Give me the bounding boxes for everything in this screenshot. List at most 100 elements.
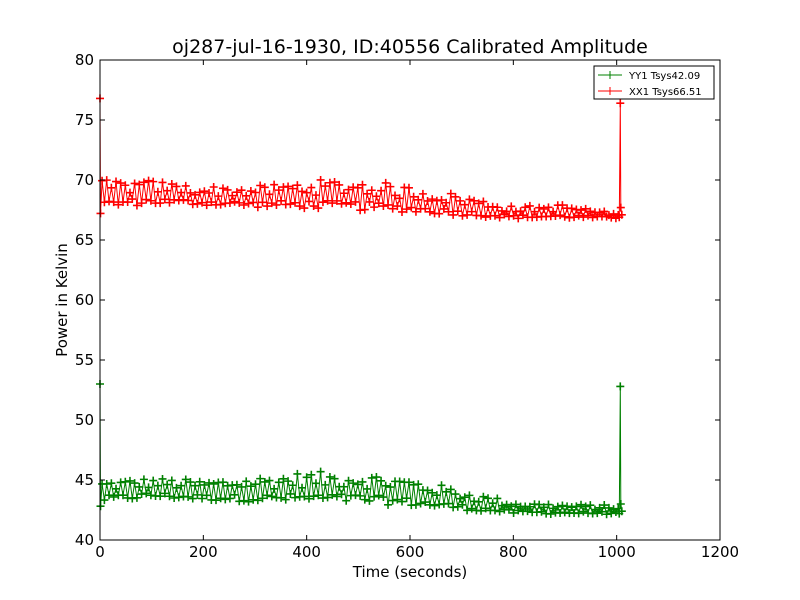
data-point-marker: [337, 490, 346, 499]
data-point-marker: [353, 183, 362, 192]
data-point-marker: [363, 189, 372, 198]
data-point-marker: [388, 204, 397, 213]
data-point-marker: [458, 500, 467, 509]
data-point-marker: [123, 198, 132, 207]
data-point-marker: [588, 213, 597, 222]
data-point-marker: [300, 204, 309, 213]
data-point-marker: [321, 182, 330, 191]
data-point-marker: [246, 482, 255, 491]
y-tick-label: 50: [75, 411, 94, 429]
data-point-marker: [397, 207, 406, 216]
data-point-marker: [367, 473, 376, 482]
data-point-marker: [428, 488, 437, 497]
data-point-marker: [495, 213, 504, 222]
data-point-marker: [337, 199, 346, 208]
data-point-marker: [265, 476, 274, 485]
data-point-marker: [367, 186, 376, 195]
data-point-marker: [209, 182, 218, 191]
data-point-marker: [453, 502, 462, 511]
data-point-marker: [365, 496, 374, 505]
data-point-marker: [397, 497, 406, 506]
data-point-marker: [525, 502, 534, 511]
data-point-marker: [251, 188, 260, 197]
data-point-marker: [121, 181, 130, 190]
data-point-marker: [184, 492, 193, 501]
data-point-marker: [214, 192, 223, 201]
data-point-marker: [263, 491, 272, 500]
data-point-marker: [130, 179, 139, 188]
data-point-marker: [502, 500, 511, 509]
data-point-marker: [284, 477, 293, 486]
data-point-marker: [567, 204, 576, 213]
data-point-marker: [581, 502, 590, 511]
data-point-marker: [374, 491, 383, 500]
data-point-marker: [537, 507, 546, 516]
data-point-marker: [437, 481, 446, 490]
data-point-marker: [490, 211, 499, 220]
data-point-marker: [100, 496, 109, 505]
data-point-marker: [153, 187, 162, 196]
x-tick-label: 0: [95, 543, 105, 561]
data-point-marker: [393, 495, 402, 504]
data-point-marker: [381, 178, 390, 187]
data-point-marker: [572, 502, 581, 511]
data-point-marker: [586, 207, 595, 216]
data-point-marker: [144, 176, 153, 185]
data-point-marker: [407, 203, 416, 212]
data-point-marker: [216, 200, 225, 209]
data-point-marker: [514, 214, 523, 223]
data-point-marker: [463, 210, 472, 219]
data-point-marker: [160, 489, 169, 498]
legend: YY1 Tsys42.09 XX1 Tsys66.51: [593, 65, 715, 100]
data-point-marker: [423, 196, 432, 205]
data-point-marker: [256, 474, 265, 483]
data-point-marker: [149, 177, 158, 186]
data-point-marker: [181, 181, 190, 190]
data-point-marker: [446, 189, 455, 198]
data-point-marker: [379, 493, 388, 502]
data-point-marker: [467, 504, 476, 513]
data-point-marker: [205, 188, 214, 197]
data-point-marker: [142, 489, 151, 498]
data-point-marker: [386, 182, 395, 191]
data-point-marker: [239, 201, 248, 210]
data-point-marker: [188, 494, 197, 503]
data-point-marker: [242, 191, 251, 200]
data-point-marker: [474, 497, 483, 506]
data-point-marker: [342, 496, 351, 505]
data-point-marker: [365, 197, 374, 206]
data-point-marker: [172, 182, 181, 191]
data-point-marker: [460, 200, 469, 209]
data-point-marker: [384, 200, 393, 209]
data-point-marker: [309, 492, 318, 501]
data-point-marker: [105, 491, 114, 500]
data-point-marker: [349, 479, 358, 488]
x-axis-title: Time (seconds): [352, 563, 468, 581]
data-point-marker: [237, 186, 246, 195]
data-point-marker: [404, 478, 413, 487]
data-point-marker: [249, 198, 258, 207]
data-point-marker: [360, 205, 369, 214]
data-point-marker: [421, 498, 430, 507]
data-point-marker: [481, 213, 490, 222]
data-point-marker: [451, 192, 460, 201]
data-point-marker: [414, 480, 423, 489]
data-point-marker: [218, 184, 227, 193]
data-point-marker: [132, 201, 141, 210]
x-tick-label: 200: [189, 543, 218, 561]
data-point-marker: [177, 481, 186, 490]
data-point-marker: [198, 494, 207, 503]
data-point-marker: [442, 487, 451, 496]
data-point-marker: [507, 502, 516, 511]
x-tick-label: 600: [396, 543, 425, 561]
data-point-marker: [107, 183, 116, 192]
data-point-marker: [323, 493, 332, 502]
data-point-marker: [144, 483, 153, 492]
data-point-marker: [291, 198, 300, 207]
data-point-marker: [507, 202, 516, 211]
data-point-marker: [258, 198, 267, 207]
data-point-marker: [239, 496, 248, 505]
data-point-marker: [374, 199, 383, 208]
data-point-marker: [232, 188, 241, 197]
data-point-marker: [139, 475, 148, 484]
